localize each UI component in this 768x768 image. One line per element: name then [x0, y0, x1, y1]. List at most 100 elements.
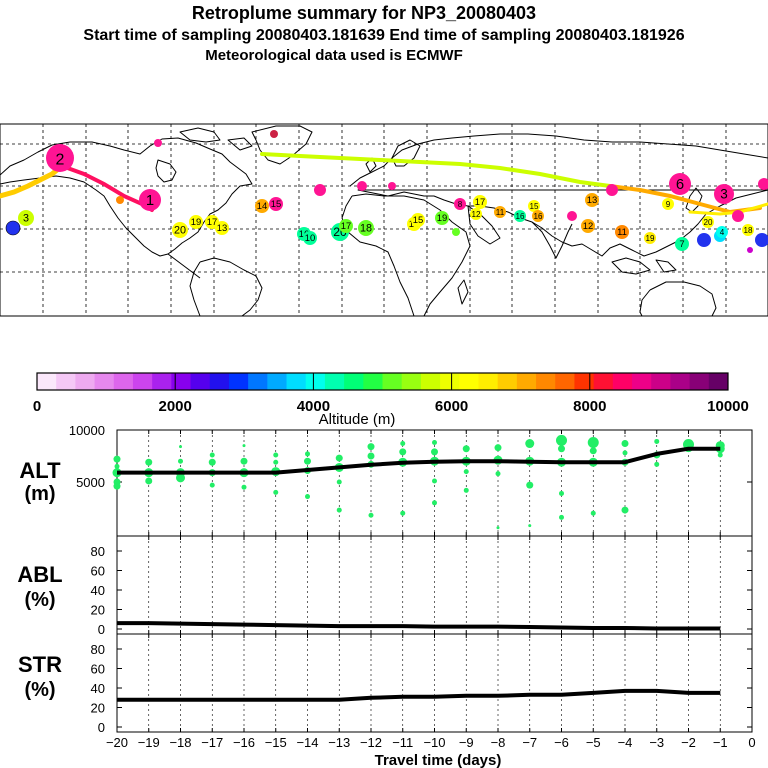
scatter-point — [494, 444, 502, 452]
colorbar-cell — [401, 373, 422, 390]
marker — [662, 198, 674, 210]
scatter-point — [622, 450, 628, 456]
panel-ylabel: ABL — [17, 562, 62, 587]
scatter-point — [432, 500, 437, 506]
scatter-point — [273, 459, 279, 465]
scatter-point — [621, 440, 629, 448]
x-tick-label: −6 — [554, 735, 569, 750]
scatter-point — [558, 445, 565, 453]
y-tick-label: 40 — [91, 681, 105, 696]
scatter-point — [621, 506, 629, 514]
scatter-point — [209, 482, 215, 488]
colorbar-tick-label: 8000 — [573, 398, 606, 415]
x-tick-label: 0 — [748, 735, 755, 750]
hudson-bay — [155, 159, 177, 183]
map-day-label: 3 — [720, 187, 728, 202]
marker — [358, 220, 374, 236]
marker — [339, 219, 353, 233]
scatter-point — [335, 454, 343, 462]
australia-coast — [639, 281, 717, 317]
marker — [411, 213, 425, 227]
marker — [435, 211, 449, 225]
x-tick-label: −14 — [296, 735, 318, 750]
colorbar-cell — [152, 373, 172, 390]
marker — [172, 222, 188, 238]
map-day-label: 11 — [496, 208, 505, 217]
coastlines — [0, 125, 768, 317]
x-tick-label: −10 — [423, 735, 445, 750]
central-america-coast — [167, 253, 201, 279]
series-line-abl — [117, 621, 721, 631]
marker — [5, 220, 21, 236]
colorbar-cell — [555, 373, 575, 390]
colorbar-frame — [36, 372, 729, 391]
x-tick-label: −4 — [618, 735, 633, 750]
colorbar-cell — [267, 373, 288, 390]
scatter-point — [559, 514, 564, 520]
panel-ylabel-unit: (%) — [24, 589, 55, 611]
x-tick-label: −8 — [491, 735, 506, 750]
x-tick-label: −9 — [459, 735, 474, 750]
panel-frame — [116, 535, 753, 635]
map-day-label: 18 — [360, 223, 372, 235]
colorbar-tick-label: 2000 — [159, 398, 192, 415]
colorbar-cell — [209, 373, 230, 390]
map-day-label: 12 — [583, 221, 594, 232]
panel-abl: 0 20 40 60 80 ABL(%) — [17, 535, 753, 637]
colorbar-cell — [94, 373, 115, 390]
marker — [452, 228, 460, 236]
map-day-label: 1 — [146, 193, 154, 209]
scatter-point — [587, 436, 599, 448]
map-day-label: 20 — [174, 225, 186, 237]
scatter-point — [208, 458, 216, 466]
map-day-label: 15 — [271, 199, 282, 210]
colorbar-cell — [382, 373, 403, 390]
colorbar-tick-label: 0 — [33, 398, 41, 415]
map-day-label: 8 — [458, 200, 463, 209]
marker — [615, 225, 629, 239]
plume-tracks — [0, 152, 768, 216]
scatter-point — [400, 510, 406, 516]
colorbar-cell — [286, 373, 307, 390]
panel-str: 0 20 40 60 80 STR(%) — [18, 633, 753, 735]
met-data-note: Meteorological data used is ECMWF — [205, 47, 463, 64]
panel-ylabel-unit: (m) — [24, 483, 55, 505]
north-america-coast — [0, 137, 253, 257]
scatter-point — [273, 489, 279, 495]
sampling-times: Start time of sampling 20080403.181639 E… — [83, 27, 685, 44]
scatter-point — [495, 471, 501, 477]
y-tick-label: 20 — [91, 701, 105, 716]
series-line-alt — [117, 446, 721, 475]
scatter-point — [305, 451, 310, 457]
scatter-point — [590, 510, 596, 516]
marker — [644, 232, 656, 244]
colorbar-cell — [670, 373, 691, 390]
colorbar-cell — [37, 373, 57, 390]
colorbar-cell — [593, 373, 614, 390]
map-day-label: 2 — [56, 151, 65, 168]
scatter-point — [114, 463, 120, 469]
map-day-label: 3 — [23, 213, 29, 225]
marker — [270, 130, 278, 138]
x-tick-label: −18 — [169, 735, 191, 750]
y-tick-label: 80 — [91, 544, 105, 559]
marker — [697, 233, 711, 247]
x-tick-label: −11 — [392, 735, 413, 750]
eurasia-coast — [349, 133, 768, 257]
scatter-point — [526, 481, 534, 489]
x-tick-label: −17 — [201, 735, 223, 750]
colorbar-label: Altitude (m) — [319, 411, 396, 428]
marker — [581, 219, 595, 233]
marker — [606, 184, 618, 196]
scatter-point — [145, 458, 153, 466]
track-asia-yellow — [688, 202, 768, 216]
map-day-label: 4 — [720, 228, 725, 237]
marker — [255, 199, 269, 213]
scatter-point — [431, 448, 438, 456]
map-graticule — [0, 124, 768, 316]
scatter-point — [559, 490, 564, 496]
scatter-point — [304, 457, 311, 465]
marker — [732, 210, 744, 222]
marker — [269, 197, 283, 211]
colorbar-cell — [56, 373, 76, 390]
